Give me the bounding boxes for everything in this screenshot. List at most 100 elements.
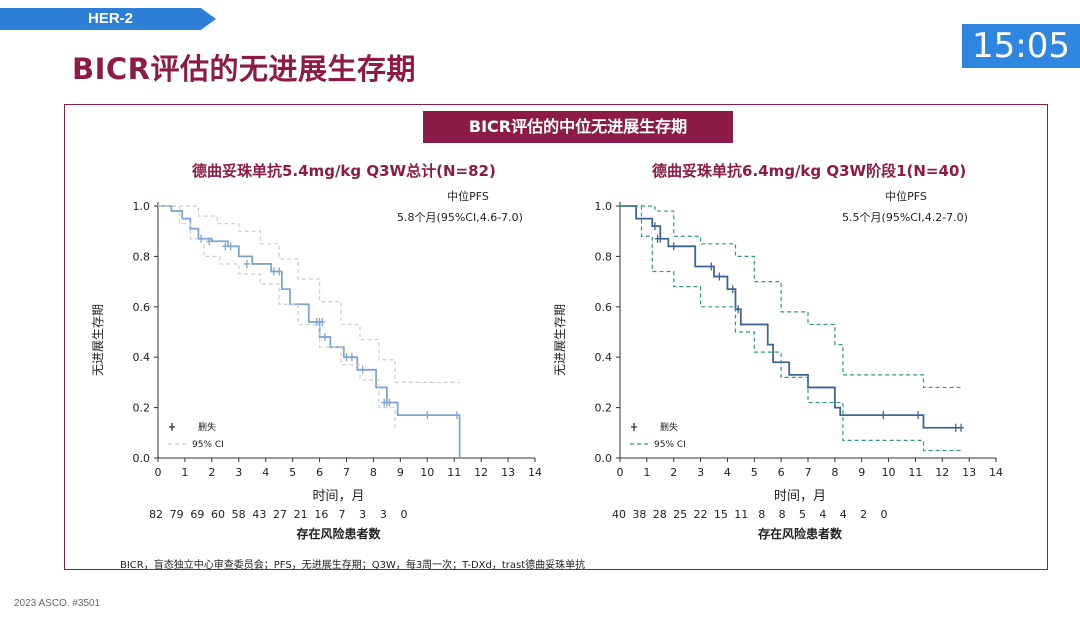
ci-upper-curve [158,205,460,383]
at-risk-count: 69 [190,508,204,521]
y-tick-label: 0.2 [595,402,613,415]
censor-mark [708,262,715,271]
footnote: BICR，盲态独立中心审查委员会；PFS，无进展生存期；Q3W，每3周一次；T-… [120,560,586,571]
panel-banner: BICR评估的中位无进展生存期 [423,111,733,143]
y-tick-label: 0.6 [133,301,151,314]
at-risk-count: 82 [149,508,163,521]
censor-mark [276,267,283,276]
x-tick-label: 5 [751,466,758,479]
legend-censor-label: 删失 [660,421,678,433]
y-tick-label: 0.0 [133,452,151,465]
x-tick-label: 0 [155,466,162,479]
at-risk-count: 21 [294,508,308,521]
y-tick-label: 0.6 [595,301,613,314]
median-pfs-value: 5.5个月(95%CI,4.2-7.0) [842,211,968,224]
at-risk-count: 4 [840,508,847,521]
x-tick-label: 1 [181,466,188,479]
y-tick-label: 1.0 [595,200,613,213]
x-tick-label: 4 [724,466,731,479]
median-pfs-label: 中位PFS [885,189,927,203]
censor-mark [958,423,965,432]
ci-lower-curve [158,205,396,431]
x-tick-label: 3 [235,466,242,479]
ci-lower-curve [620,205,962,452]
x-tick-label: 12 [474,466,488,479]
section-tag: HER-2 [0,8,216,30]
at-risk-count: 0 [401,508,408,521]
censor-mark [651,222,658,231]
at-risk-count: 3 [380,508,387,521]
legend-censor-symbol [631,423,637,431]
x-tick-label: 13 [501,466,515,479]
y-axis-label: 无进展生存期 [91,304,105,376]
at-risk-count: 60 [211,508,225,521]
censor-mark [243,259,250,268]
median-pfs-label: 中位PFS [447,189,489,203]
censor-mark [198,234,205,243]
censor-mark [319,317,326,326]
censor-mark [270,267,277,276]
x-tick-label: 10 [420,466,434,479]
x-tick-label: 13 [962,466,976,479]
x-axis-label: 时间，月 [312,489,364,504]
survival-curve [158,205,461,458]
survival-curve [620,205,962,429]
x-tick-label: 5 [289,466,296,479]
x-tick-label: 9 [858,466,865,479]
x-tick-label: 2 [670,466,677,479]
at-risk-count: 79 [170,508,184,521]
x-tick-label: 8 [831,466,838,479]
at-risk-count: 2 [860,508,867,521]
censor-mark [348,353,355,362]
chart-title-right: 德曲妥珠单抗6.4mg/kg Q3W阶段1(N=40) [652,162,967,180]
x-tick-label: 4 [262,466,269,479]
x-tick-label: 7 [343,466,350,479]
x-tick-label: 14 [989,466,1003,479]
censor-mark [424,411,431,420]
chart-title-left: 德曲妥珠单抗5.4mg/kg Q3W总计(N=82) [192,162,496,180]
censor-mark [359,365,366,374]
censor-mark [321,333,328,342]
at-risk-count: 4 [819,508,826,521]
censor-mark [222,242,229,251]
censor-mark [735,305,742,314]
at-risk-count: 28 [653,508,667,521]
at-risk-count: 43 [252,508,266,521]
x-tick-label: 6 [778,466,785,479]
x-tick-label: 12 [935,466,949,479]
censor-mark [206,237,213,246]
censor-mark [227,242,234,251]
y-tick-label: 1.0 [133,200,151,213]
at-risk-count: 25 [673,508,687,521]
median-pfs-value: 5.8个月(95%CI,4.6-7.0) [397,211,523,224]
censor-mark [386,398,393,407]
slide-title: BICR评估的无进展生存期 [72,52,417,86]
legend-censor-label: 删失 [198,421,216,433]
km-chart-right: 0.00.20.40.60.81.00 1 2 3 4 5 6 7 8 9 10 11 12 13 14无进… [553,189,1003,541]
censor-mark [657,234,664,243]
x-tick-label: 8 [370,466,377,479]
at-risk-count: 40 [612,508,626,521]
y-tick-label: 0.4 [133,351,151,364]
y-tick-label: 0.2 [133,402,151,415]
legend-ci-label: 95% CI [654,440,686,450]
censor-mark [915,411,922,420]
x-tick-label: 9 [397,466,404,479]
at-risk-count: 0 [881,508,888,521]
censor-mark [952,423,959,432]
x-tick-label: 14 [528,466,542,479]
y-tick-label: 0.8 [133,250,151,263]
at-risk-label: 存在风险患者数 [757,526,843,541]
censor-mark [729,285,736,294]
censor-mark [453,411,460,420]
at-risk-count: 58 [232,508,246,521]
censor-mark [716,272,723,281]
at-risk-count: 27 [273,508,287,521]
km-chart-left: 0.00.20.40.60.81.00 1 2 3 4 5 6 7 8 9 10 11 12 13 14无进… [91,189,542,541]
x-tick-label: 3 [697,466,704,479]
x-tick-label: 6 [316,466,323,479]
timer-clock: 15:05 [962,24,1080,68]
at-risk-count: 8 [758,508,765,521]
x-tick-label: 1 [643,466,650,479]
at-risk-count: 5 [799,508,806,521]
